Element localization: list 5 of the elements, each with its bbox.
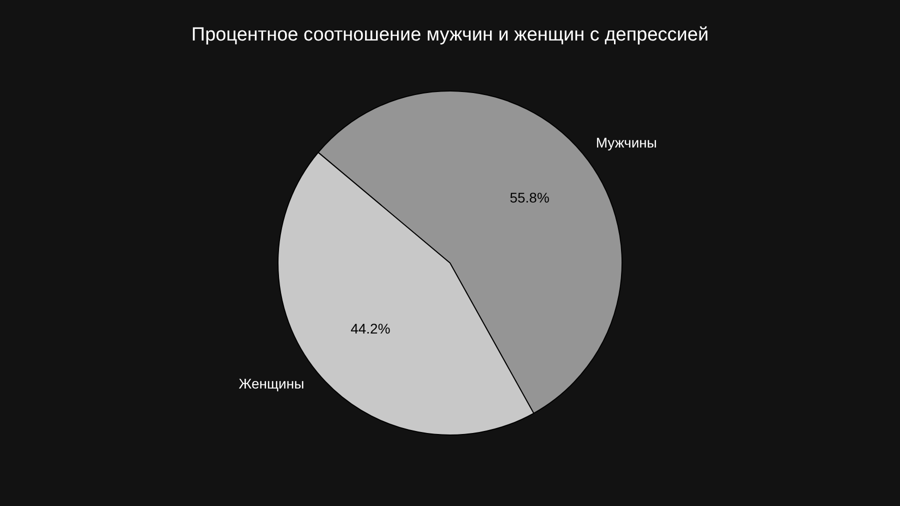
slice-label: Мужчины <box>596 134 657 150</box>
slice-label: Женщины <box>238 376 304 392</box>
data-label: 55.8% <box>510 189 550 206</box>
chart-title: Процентное соотношение мужчин и женщин с депрессией <box>191 24 709 46</box>
data-label: 44.2% <box>350 320 390 337</box>
